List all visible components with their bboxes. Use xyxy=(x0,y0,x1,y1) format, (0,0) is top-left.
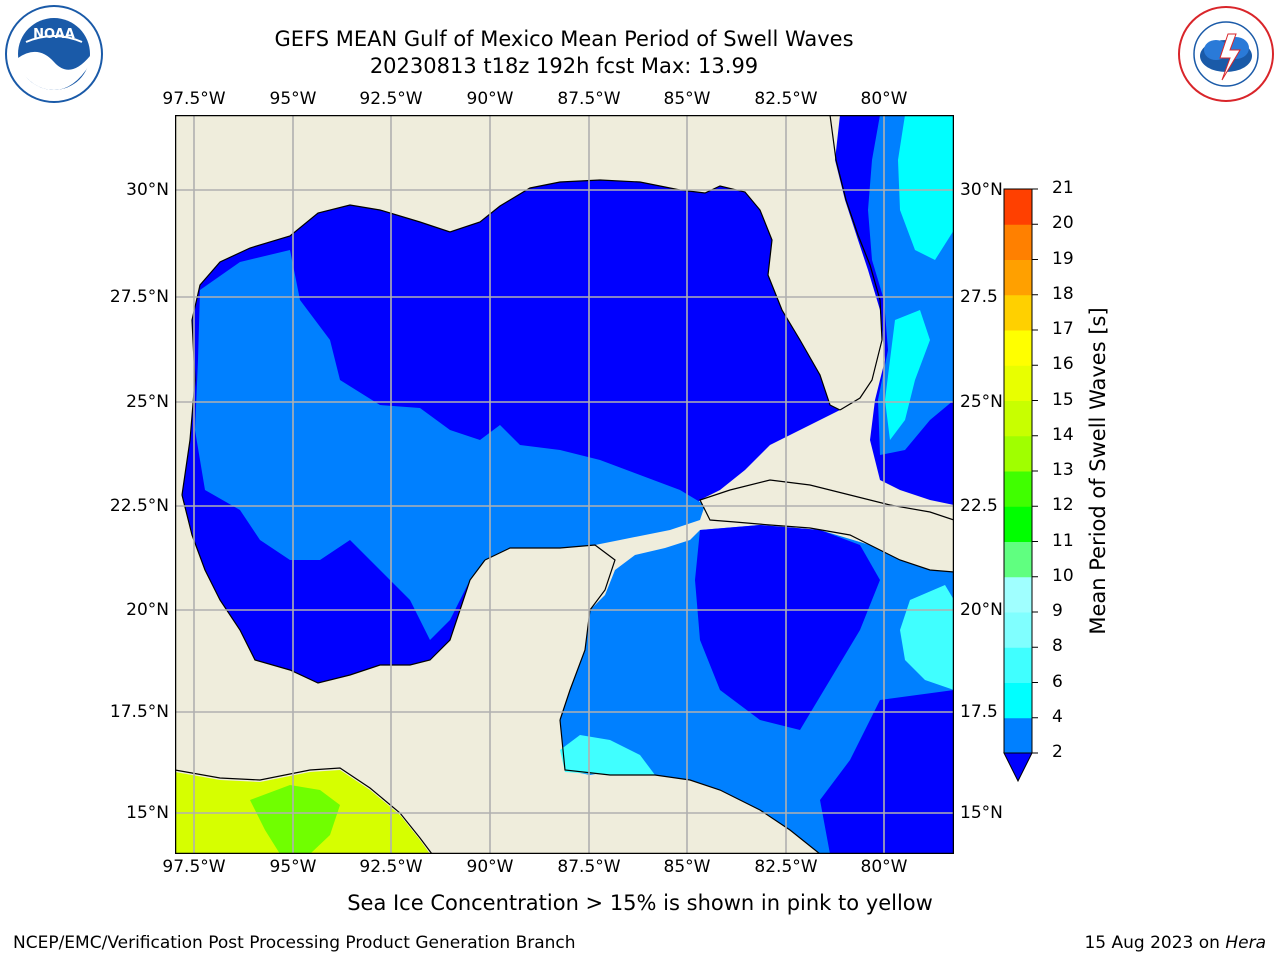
lat-label-left: 17.5°N xyxy=(109,702,169,722)
colorbar-segment xyxy=(1004,717,1032,754)
svg-text:NOAA: NOAA xyxy=(33,27,75,42)
lon-label-bottom: 95°W xyxy=(269,857,317,877)
lon-label-top: 92.5°W xyxy=(359,89,423,109)
caribbean-cyan-patch xyxy=(900,585,954,690)
lon-label-top: 90°W xyxy=(466,89,514,109)
map-graticule xyxy=(175,115,954,854)
colorbar-label: Mean Period of Swell Waves [s] xyxy=(1086,307,1110,635)
lon-label-bottom: 92.5°W xyxy=(359,857,423,877)
lat-label-right: 27.5 xyxy=(960,287,998,307)
chart-title: GEFS MEAN Gulf of Mexico Mean Period of … xyxy=(274,27,854,51)
pacific-coast xyxy=(175,767,433,854)
atlantic-cyan-2 xyxy=(885,310,930,440)
map-frame xyxy=(175,115,954,854)
date-text: 15 Aug 2023 on xyxy=(1084,933,1226,953)
lat-label-left: 22.5°N xyxy=(109,496,169,516)
colorbar-tick-label: 4 xyxy=(1052,706,1063,727)
colorbar-tick-label: 9 xyxy=(1052,601,1063,621)
atlantic-cyan xyxy=(898,115,954,260)
colorbar-segment xyxy=(1004,189,1032,225)
colorbar-tick-label: 20 xyxy=(1052,213,1074,234)
us-coastline xyxy=(181,179,841,496)
colorbar-segment xyxy=(1004,541,1032,578)
lon-label-bottom: 90°W xyxy=(466,857,514,877)
lon-label-bottom: 82.5°W xyxy=(754,857,818,877)
colorbar-tick-label: 21 xyxy=(1052,178,1074,198)
colorbar-segment xyxy=(1004,365,1032,401)
gulf-map xyxy=(175,115,954,854)
colorbar-segment xyxy=(1004,506,1032,542)
colorbar-segment xyxy=(1004,471,1032,507)
lon-label-top: 97.5°W xyxy=(162,89,226,109)
lat-label-left: 25°N xyxy=(126,392,169,412)
cuba-land xyxy=(699,479,954,573)
central-america-coast xyxy=(559,719,821,854)
colorbar-tick-label: 17 xyxy=(1052,319,1074,339)
noaa-logo: NOAA xyxy=(4,4,104,104)
colorbar-tick-label: 10 xyxy=(1052,565,1074,586)
lat-label-right: 20°N xyxy=(960,600,1003,620)
lon-label-top: 85°W xyxy=(663,89,711,109)
colorbar-tick-label: 18 xyxy=(1052,283,1074,304)
colorbar-tick-label: 2 xyxy=(1052,742,1063,762)
colorbar-segment xyxy=(1004,400,1032,437)
colorbar-segment xyxy=(1004,682,1032,719)
nws-logo xyxy=(1176,4,1276,104)
lat-label-right: 17.5 xyxy=(960,702,998,722)
colorbar-segment xyxy=(1004,259,1032,296)
colorbar-tick-label: 8 xyxy=(1052,636,1063,657)
lat-label-right: 25°N xyxy=(960,392,1003,412)
ice-patch-green xyxy=(250,785,340,854)
sea-ice-note: Sea Ice Concentration > 15% is shown in … xyxy=(347,891,933,915)
credit-right: 15 Aug 2023 on Hera xyxy=(1084,933,1266,953)
caribbean-water-deep xyxy=(695,525,880,730)
lon-label-top: 87.5°W xyxy=(557,89,621,109)
gulf-water-mid xyxy=(195,250,705,640)
lat-label-left: 30°N xyxy=(126,180,169,200)
colorbar-tick-label: 16 xyxy=(1052,354,1074,375)
credit-left: NCEP/EMC/Verification Post Processing Pr… xyxy=(13,933,576,953)
lon-label-bottom: 97.5°W xyxy=(162,857,226,877)
colorbar-tick-label: 13 xyxy=(1052,460,1074,480)
colorbar-segment xyxy=(1004,647,1032,683)
colorbar-tick-label: 19 xyxy=(1052,248,1074,269)
yucatan-coast xyxy=(484,544,616,721)
lon-label-top: 95°W xyxy=(269,89,317,109)
florida-east-coast xyxy=(829,115,883,411)
mexico-coastline xyxy=(181,494,486,684)
chart-subtitle: 20230813 t18z 192h fcst Max: 13.99 xyxy=(369,54,759,78)
colorbar-tick-label: 12 xyxy=(1052,495,1074,516)
lat-label-right: 22.5 xyxy=(960,496,998,516)
colorbar-segment xyxy=(1004,435,1032,472)
colorbar-segment xyxy=(1004,612,1032,648)
lat-label-right: 30°N xyxy=(960,180,1003,200)
caribbean-cyan-south xyxy=(560,735,655,775)
gulf-water xyxy=(182,180,840,683)
lon-label-top: 82.5°W xyxy=(754,89,818,109)
colorbar-tick-label: 15 xyxy=(1052,389,1074,410)
colorbar-segment xyxy=(1004,330,1032,366)
colorbar-tick-label: 6 xyxy=(1052,671,1063,692)
colorbar-extend-triangle xyxy=(1003,752,1033,783)
colorbar-ticks xyxy=(1032,188,1038,754)
lon-label-top: 80°W xyxy=(860,89,908,109)
colorbar-segment xyxy=(1004,294,1032,331)
colorbar-tick-label: 11 xyxy=(1052,530,1074,551)
colorbar-segment xyxy=(1004,224,1032,260)
lat-label-left: 20°N xyxy=(126,600,169,620)
host-name: Hera xyxy=(1225,933,1266,953)
colorbar-segments xyxy=(1004,189,1032,754)
lon-label-bottom: 87.5°W xyxy=(557,857,621,877)
lat-label-right: 15°N xyxy=(960,803,1003,823)
lat-label-left: 15°N xyxy=(126,803,169,823)
colorbar-segment xyxy=(1004,576,1032,613)
lon-label-bottom: 80°W xyxy=(860,857,908,877)
lat-label-left: 27.5°N xyxy=(109,287,169,307)
colorbar-tick-label: 14 xyxy=(1052,424,1074,445)
colorbar xyxy=(1003,188,1038,783)
lon-label-bottom: 85°W xyxy=(663,857,711,877)
